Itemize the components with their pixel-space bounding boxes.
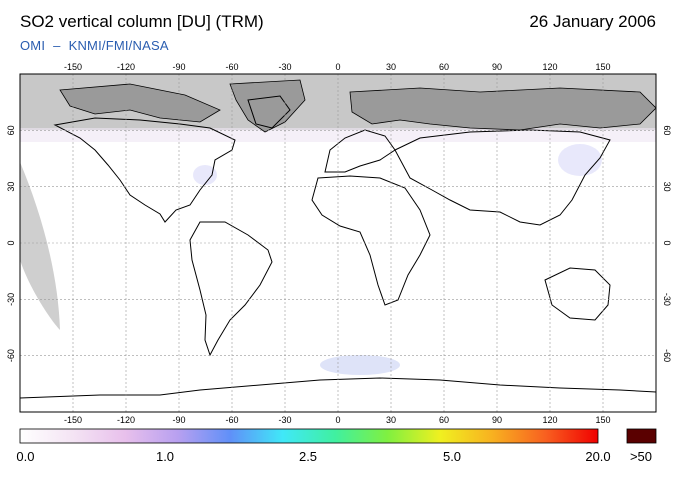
lon-tick-label-top: 90 bbox=[492, 62, 502, 72]
lon-tick-label-top: 0 bbox=[335, 62, 340, 72]
so2-speckle-asia bbox=[558, 144, 602, 176]
lon-tick-label-top: -60 bbox=[225, 62, 238, 72]
lon-tick-label-top: 60 bbox=[439, 62, 449, 72]
lon-tick-label-bottom: 0 bbox=[335, 415, 340, 425]
lon-tick-label-top: -120 bbox=[117, 62, 135, 72]
lat-tick-label-left: -60 bbox=[6, 349, 16, 362]
lon-tick-label-top: -30 bbox=[278, 62, 291, 72]
lon-tick-label-bottom: -150 bbox=[64, 415, 82, 425]
lon-tick-label-bottom: -30 bbox=[278, 415, 291, 425]
lon-tick-label-bottom: -120 bbox=[117, 415, 135, 425]
africa bbox=[311, 175, 431, 306]
lon-tick-label-bottom: 120 bbox=[542, 415, 557, 425]
lat-tick-label-left: 30 bbox=[6, 182, 16, 192]
colorbar-label: 20.0 bbox=[585, 449, 611, 464]
colorbar-label: 2.5 bbox=[298, 449, 318, 464]
gridlines bbox=[20, 74, 656, 412]
north-america bbox=[53, 117, 236, 223]
lat-tick-label-left: 60 bbox=[6, 125, 16, 135]
continents bbox=[20, 95, 656, 399]
map-date: 26 January 2006 bbox=[529, 12, 656, 31]
lon-tick-label-top: 150 bbox=[595, 62, 610, 72]
colorbar-overflow-label: >50 bbox=[629, 449, 653, 464]
colorbar-label: 5.0 bbox=[442, 449, 462, 464]
lon-tick-label-bottom: 150 bbox=[595, 415, 610, 425]
europe bbox=[324, 129, 396, 173]
lat-tick-label-left: 0 bbox=[6, 240, 16, 245]
antarctica bbox=[20, 377, 656, 399]
colorbar-label: 0.0 bbox=[16, 449, 35, 464]
colorbar-overflow-swatch bbox=[626, 428, 657, 444]
so2-speckle-south bbox=[320, 355, 400, 375]
lat-tick-label-right: -30 bbox=[662, 293, 672, 306]
arctic-land bbox=[59, 79, 656, 133]
lat-tick-label-right: 0 bbox=[662, 240, 672, 245]
colorbar-label: 1.0 bbox=[155, 449, 175, 464]
lat-ticks-left: 60 30 0 -30 -60 bbox=[6, 125, 16, 362]
lat-tick-label-right: -60 bbox=[662, 349, 672, 362]
agency-names: KNMI/FMI/NASA bbox=[68, 38, 169, 53]
credit-separator: – bbox=[53, 38, 61, 53]
lon-tick-label-top: -150 bbox=[64, 62, 82, 72]
so2-speckle-america bbox=[193, 165, 217, 185]
lon-tick-label-bottom: 60 bbox=[439, 415, 449, 425]
no-data-swath bbox=[20, 162, 60, 330]
lon-tick-label-top: 120 bbox=[542, 62, 557, 72]
credit-line: OMI – KNMI/FMI/NASA bbox=[20, 38, 169, 53]
lat-tick-label-right: 60 bbox=[662, 125, 672, 135]
lon-tick-label-top: 30 bbox=[386, 62, 396, 72]
colorbar bbox=[19, 428, 599, 444]
lon-tick-label-bottom: -60 bbox=[225, 415, 238, 425]
map-frame bbox=[19, 73, 657, 413]
lat-ticks-right: 60 30 0 -30 -60 bbox=[662, 125, 672, 362]
south-america bbox=[189, 221, 273, 357]
lat-tick-label-right: 30 bbox=[662, 182, 672, 192]
instrument-name: OMI bbox=[20, 38, 46, 53]
lon-tick-label-bottom: -90 bbox=[172, 415, 185, 425]
map-title: SO2 vertical column [DU] (TRM) bbox=[20, 12, 264, 31]
lon-ticks-top: -150 -120 -90 -60 -30 0 30 60 90 120 150 bbox=[64, 62, 611, 72]
australia bbox=[544, 267, 611, 321]
lon-tick-label-bottom: 30 bbox=[386, 415, 396, 425]
greenland bbox=[247, 95, 291, 129]
lat-tick-label-left: -30 bbox=[6, 293, 16, 306]
lon-ticks-bottom: -150 -120 -90 -60 -30 0 30 60 90 120 150 bbox=[64, 415, 611, 425]
lon-tick-label-bottom: 90 bbox=[492, 415, 502, 425]
lon-tick-label-top: -90 bbox=[172, 62, 185, 72]
